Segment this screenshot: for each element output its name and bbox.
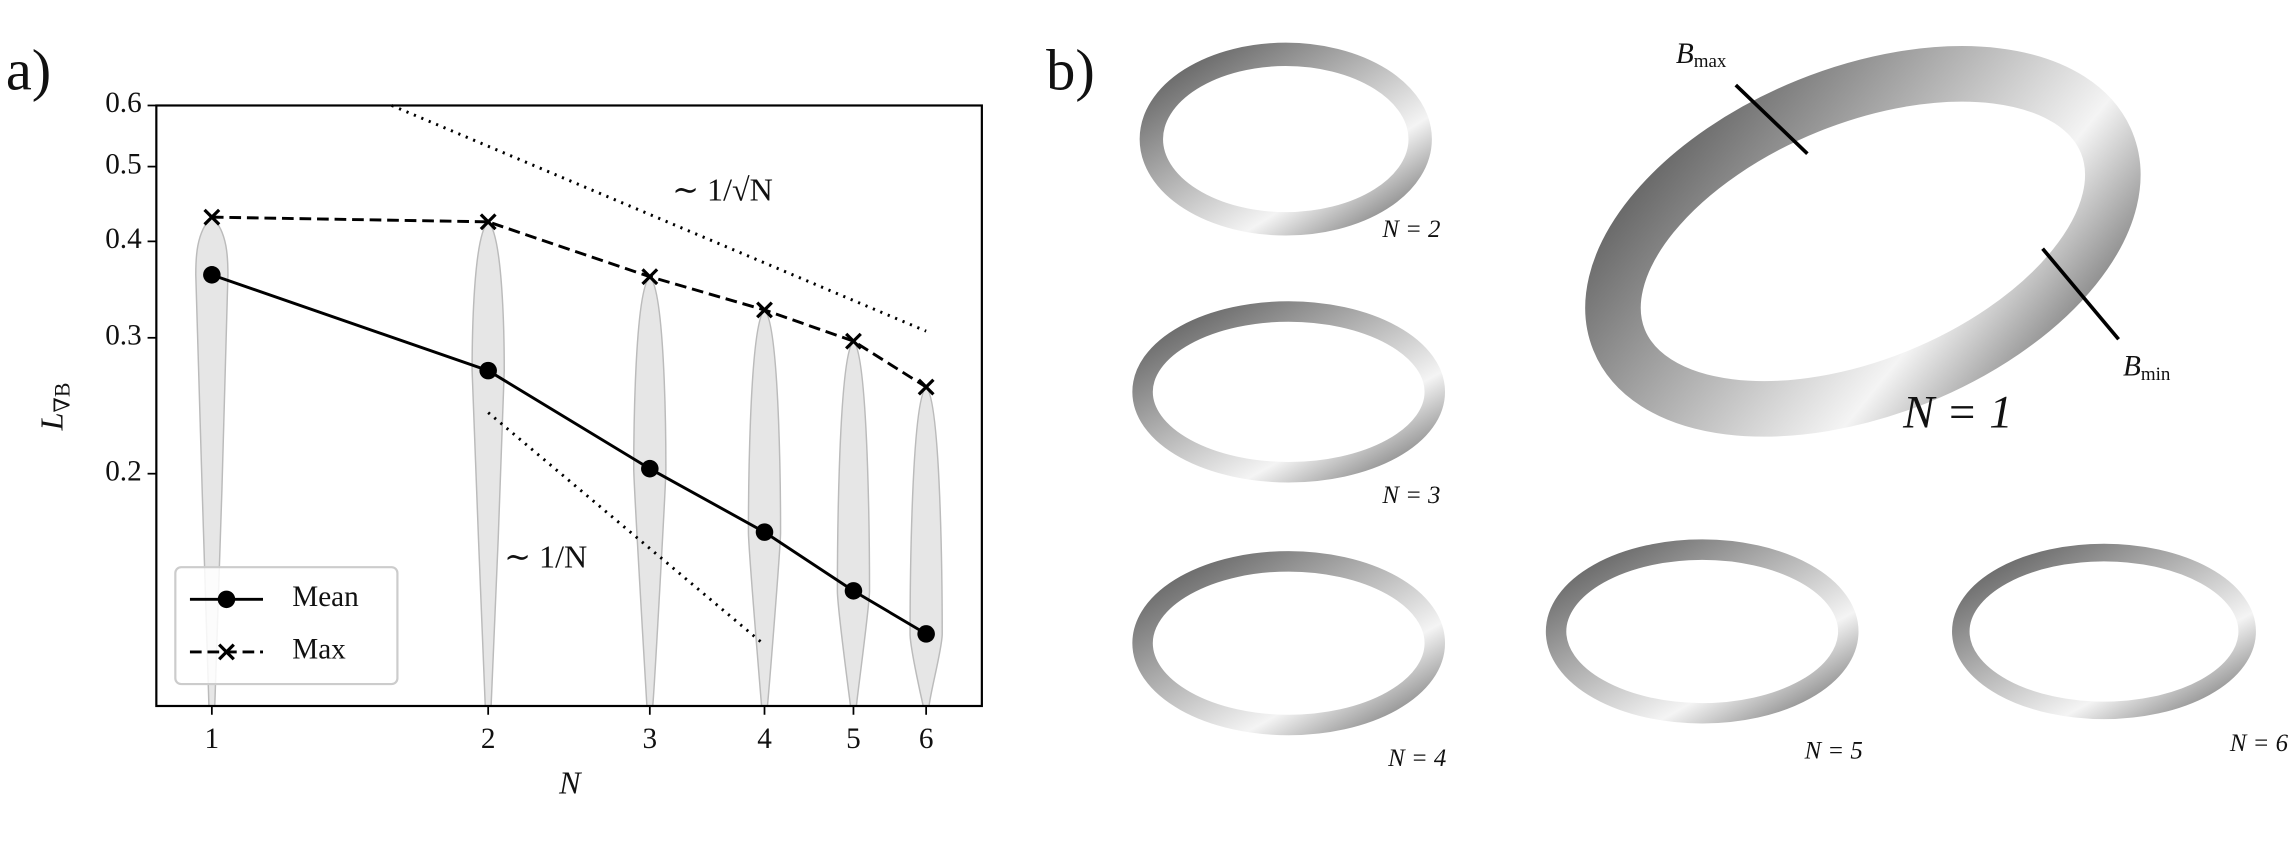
x-tick-label: 4 bbox=[757, 723, 772, 755]
violin bbox=[836, 340, 871, 707]
point bbox=[845, 332, 862, 350]
y-label-base: L bbox=[34, 412, 70, 431]
ring bbox=[1132, 301, 1446, 483]
ring bbox=[1952, 543, 2256, 720]
point bbox=[844, 582, 863, 600]
x-tick-label: 1 bbox=[205, 723, 220, 755]
shape-label: N = 6 bbox=[2229, 730, 2289, 757]
panel-label: a) bbox=[6, 38, 51, 103]
violin bbox=[747, 308, 782, 707]
y-tick-label: 0.6 bbox=[105, 87, 142, 119]
x-tick-label: 5 bbox=[846, 723, 861, 755]
violin bbox=[471, 220, 505, 707]
point bbox=[755, 523, 774, 541]
annotation: Bmin bbox=[2123, 350, 2171, 385]
series-line bbox=[211, 215, 927, 389]
point bbox=[203, 266, 221, 284]
guide-line bbox=[391, 104, 927, 333]
point bbox=[641, 268, 659, 286]
rings bbox=[1132, 42, 2256, 736]
series-line bbox=[211, 273, 927, 636]
legend-label: Max bbox=[292, 634, 346, 666]
y-tick-label: 0.4 bbox=[105, 223, 142, 255]
point bbox=[641, 459, 659, 478]
panel-label: b) bbox=[1046, 38, 1095, 103]
annotation-sub: max bbox=[1694, 51, 1727, 72]
legend-box bbox=[174, 566, 399, 686]
guide-line bbox=[487, 411, 766, 647]
annotation: Bmax bbox=[1676, 38, 1727, 73]
y-tick-label: 0.3 bbox=[105, 319, 142, 351]
x-tick-label: 3 bbox=[643, 723, 658, 755]
y-tick-label: 0.5 bbox=[105, 148, 142, 180]
annotation-base: B bbox=[2123, 350, 2141, 382]
shape-label: N = 1 bbox=[1902, 386, 2012, 438]
shape-label: N = 4 bbox=[1387, 745, 1446, 772]
point bbox=[917, 625, 935, 643]
shape-label: N = 3 bbox=[1381, 482, 1440, 509]
point bbox=[479, 361, 497, 380]
y-tick-label: 0.2 bbox=[105, 455, 142, 487]
point bbox=[756, 301, 773, 319]
point bbox=[917, 378, 935, 396]
shape-label: N = 2 bbox=[1381, 216, 1440, 243]
x-axis-label: N bbox=[558, 765, 582, 801]
legend-label: Mean bbox=[292, 581, 359, 613]
y-label-sub: ∇B bbox=[49, 383, 74, 413]
point bbox=[479, 213, 497, 231]
ring bbox=[1139, 42, 1432, 236]
plot-frame bbox=[155, 104, 983, 708]
violin bbox=[909, 386, 943, 707]
x-tick-label: 6 bbox=[919, 723, 934, 755]
point bbox=[218, 643, 235, 661]
pointer bbox=[2041, 247, 2120, 341]
y-axis-label: L∇B bbox=[34, 383, 74, 432]
shape-label: N = 5 bbox=[1804, 737, 1863, 764]
guide-label: ∼ 1/N bbox=[504, 538, 587, 574]
annotation-base: B bbox=[1676, 38, 1694, 70]
guide-label: ∼ 1/√N bbox=[672, 172, 773, 208]
pointer bbox=[1734, 83, 1809, 156]
point bbox=[217, 590, 236, 609]
ring bbox=[1545, 539, 1859, 724]
ring bbox=[1132, 551, 1446, 736]
point bbox=[203, 208, 221, 226]
ring bbox=[1585, 46, 2141, 437]
x-tick-label: 2 bbox=[481, 723, 496, 755]
violin bbox=[633, 275, 667, 707]
annotation-sub: min bbox=[2141, 364, 2171, 385]
